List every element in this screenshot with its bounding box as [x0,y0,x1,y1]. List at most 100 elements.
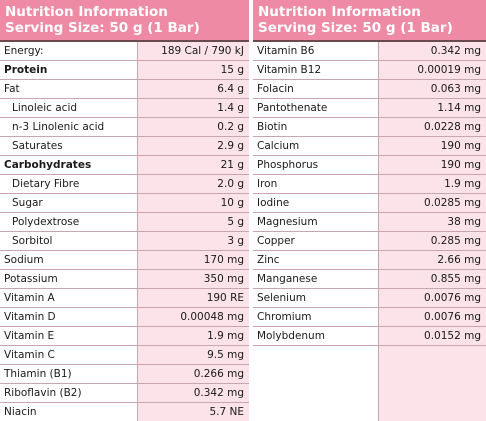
nutrient-name: Manganese [253,270,379,288]
nutrient-row: Pantothenate 1.14 mg [253,99,486,118]
nutrient-row: Dietary Fibre 2.0 g [0,175,249,194]
nutrient-value: 0.063 mg [379,80,486,98]
nutrient-value: 0.0152 mg [379,327,486,345]
nutrient-name: Calcium [253,137,379,155]
nutrient-row: Sugar 10 g [0,194,249,213]
nutrient-row: Biotin 0.0228 mg [253,118,486,137]
nutrient-value: 0.342 mg [379,42,486,60]
nutrient-value: 1.14 mg [379,99,486,117]
nutrient-name: Copper [253,232,379,250]
panel-divider [250,0,253,421]
nutrient-name: Energy: [0,42,138,60]
nutrient-value: 170 mg [138,251,249,269]
nutrient-row: Carbohydrates 21 g [0,156,249,175]
nutrient-row: Energy: 189 Cal / 790 kJ [0,42,249,61]
nutrient-row: Thiamin (B1) 0.266 mg [0,365,249,384]
nutrient-row: Vitamin B6 0.342 mg [253,42,486,61]
nutrient-row: Riboflavin (B2) 0.342 mg [0,384,249,403]
nutrient-row: Copper 0.285 mg [253,232,486,251]
nutrient-value: 0.266 mg [138,365,249,383]
nutrient-name: Sodium [0,251,138,269]
nutrient-name: Thiamin (B1) [0,365,138,383]
nutrient-name: Iodine [253,194,379,212]
nutrient-value: 0.0076 mg [379,289,486,307]
empty-name-column [253,346,379,421]
serving-size: Serving Size: 50 g (1 Bar) [258,20,453,36]
nutrient-name: Polydextrose [0,213,138,231]
nutrient-name: n-3 Linolenic acid [0,118,138,136]
nutrient-row: Protein 15 g [0,61,249,80]
nutrient-value: 5.7 NE [138,403,249,421]
empty-value-column [379,346,486,421]
nutrient-value: 38 mg [379,213,486,231]
panel-title: Nutrition Information [5,4,168,20]
nutrient-value: 0.00019 mg [379,61,486,79]
nutrient-value: 0.342 mg [138,384,249,402]
nutrient-row: Selenium 0.0076 mg [253,289,486,308]
nutrient-value: 0.0285 mg [379,194,486,212]
nutrient-name: Pantothenate [253,99,379,117]
nutrient-row: n-3 Linolenic acid 0.2 g [0,118,249,137]
nutrient-name: Sorbitol [0,232,138,250]
nutrient-value: 0.2 g [138,118,249,136]
nutrient-row: Polydextrose 5 g [0,213,249,232]
nutrient-value: 3 g [138,232,249,250]
nutrient-value: 350 mg [138,270,249,288]
nutrient-row: Niacin 5.7 NE [0,403,249,421]
nutrient-name: Potassium [0,270,138,288]
nutrient-row: Folacin 0.063 mg [253,80,486,99]
nutrient-row: Fat 6.4 g [0,80,249,99]
nutrient-row: Iron 1.9 mg [253,175,486,194]
nutrient-row: Sodium 170 mg [0,251,249,270]
nutrient-name: Carbohydrates [0,156,138,174]
nutrient-name: Selenium [253,289,379,307]
nutrient-row: Potassium 350 mg [0,270,249,289]
nutrient-value: 5 g [138,213,249,231]
panel-header-right: Nutrition Information Serving Size: 50 g… [253,0,486,42]
nutrition-panel-right: Nutrition Information Serving Size: 50 g… [253,0,486,421]
nutrient-name: Vitamin D [0,308,138,326]
nutrient-rows-right: Vitamin B6 0.342 mg Vitamin B12 0.00019 mg F… [253,42,486,346]
nutrient-row: Vitamin D 0.00048 mg [0,308,249,327]
nutrient-row: Molybdenum 0.0152 mg [253,327,486,346]
nutrient-row: Iodine 0.0285 mg [253,194,486,213]
nutrient-value: 0.0076 mg [379,308,486,326]
nutrient-row: Chromium 0.0076 mg [253,308,486,327]
nutrient-name: Magnesium [253,213,379,231]
serving-size: Serving Size: 50 g (1 Bar) [5,20,200,36]
nutrient-name: Linoleic acid [0,99,138,117]
nutrient-value: 2.66 mg [379,251,486,269]
nutrient-row: Saturates 2.9 g [0,137,249,156]
nutrient-name: Sugar [0,194,138,212]
nutrient-value: 0.855 mg [379,270,486,288]
nutrient-name: Niacin [0,403,138,421]
nutrient-value: 190 mg [379,156,486,174]
nutrient-row: Vitamin E 1.9 mg [0,327,249,346]
nutrient-name: Vitamin A [0,289,138,307]
nutrient-value: 15 g [138,61,249,79]
nutrient-value: 10 g [138,194,249,212]
nutrient-name: Phosphorus [253,156,379,174]
panel-title: Nutrition Information [258,4,421,20]
nutrient-name: Fat [0,80,138,98]
nutrition-panel-left: Nutrition Information Serving Size: 50 g… [0,0,249,421]
nutrient-row: Zinc 2.66 mg [253,251,486,270]
nutrient-value: 21 g [138,156,249,174]
nutrient-value: 189 Cal / 790 kJ [138,42,249,60]
nutrient-value: 6.4 g [138,80,249,98]
nutrient-name: Dietary Fibre [0,175,138,193]
nutrient-value: 0.285 mg [379,232,486,250]
nutrient-name: Molybdenum [253,327,379,345]
nutrient-row: Phosphorus 190 mg [253,156,486,175]
nutrient-name: Iron [253,175,379,193]
nutrient-value: 1.9 mg [379,175,486,193]
nutrient-row: Vitamin C 9.5 mg [0,346,249,365]
nutrient-value: 190 RE [138,289,249,307]
nutrient-value: 2.9 g [138,137,249,155]
nutrient-name: Saturates [0,137,138,155]
empty-table-area [253,346,486,421]
nutrient-row: Vitamin A 190 RE [0,289,249,308]
nutrient-name: Vitamin E [0,327,138,345]
nutrient-name: Vitamin C [0,346,138,364]
